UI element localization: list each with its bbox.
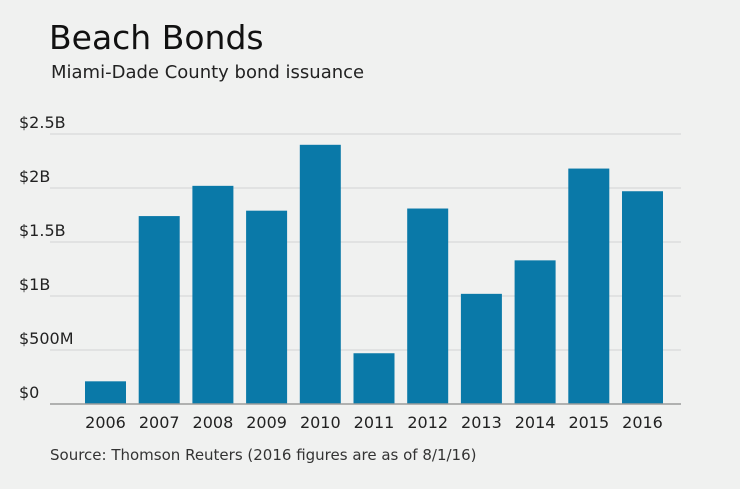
x-tick-label-2015: 2015	[568, 413, 609, 432]
x-tick-label-2013: 2013	[461, 413, 502, 432]
x-tick-label-2014: 2014	[515, 413, 556, 432]
chart-title: Beach Bonds	[49, 18, 264, 57]
y-tick-label: $2B	[19, 167, 50, 186]
bar-2016	[622, 191, 663, 404]
y-axis-ticks: $0 $500M $1B $1.5B $2B $2.5B	[19, 113, 74, 402]
y-tick-label: $1.5B	[19, 221, 66, 240]
y-tick-label: $2.5B	[19, 113, 66, 132]
bar-2014	[514, 260, 556, 404]
bar-2012	[407, 208, 449, 404]
bar-2015	[568, 168, 610, 404]
x-tick-label-2012: 2012	[407, 413, 448, 432]
x-tick-label-2009: 2009	[246, 413, 287, 432]
source-note: Source: Thomson Reuters (2016 figures ar…	[50, 446, 477, 464]
bar-2007	[138, 216, 180, 404]
bar-2011	[353, 353, 395, 404]
bars	[85, 144, 663, 405]
x-tick-label-2011: 2011	[354, 413, 395, 432]
x-tick-label-2008: 2008	[193, 413, 234, 432]
x-axis-ticks: 2006 2007 2008 2009 2010 2011 2012 2013 2014 2015…	[85, 413, 663, 432]
bar-2010	[299, 144, 341, 405]
y-tick-label: $500M	[19, 329, 74, 348]
y-tick-label: $0	[19, 383, 39, 402]
bar-2008	[192, 185, 234, 404]
chart-subtitle: Miami-Dade County bond issuance	[51, 62, 365, 83]
x-tick-label-2006: 2006	[85, 413, 126, 432]
bar-2009	[246, 210, 288, 404]
x-tick-label-2010: 2010	[300, 413, 341, 432]
bar-2006	[85, 381, 126, 404]
bar-2013	[460, 293, 502, 404]
x-tick-label-2007: 2007	[139, 413, 180, 432]
x-tick-label-2016: 2016	[622, 413, 663, 432]
y-tick-label: $1B	[19, 275, 50, 294]
